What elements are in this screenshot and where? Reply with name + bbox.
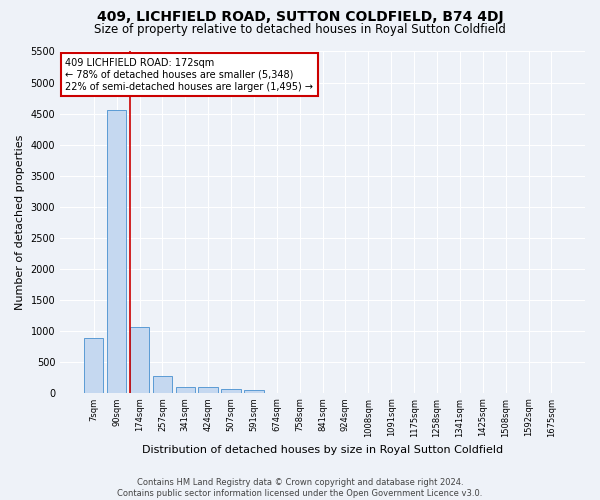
- Bar: [84, 338, 103, 392]
- Bar: [199, 387, 218, 392]
- Bar: [244, 390, 263, 392]
- Bar: [130, 327, 149, 392]
- Bar: [221, 390, 241, 392]
- Y-axis label: Number of detached properties: Number of detached properties: [15, 134, 25, 310]
- Text: Size of property relative to detached houses in Royal Sutton Coldfield: Size of property relative to detached ho…: [94, 22, 506, 36]
- Text: 409 LICHFIELD ROAD: 172sqm
← 78% of detached houses are smaller (5,348)
22% of s: 409 LICHFIELD ROAD: 172sqm ← 78% of deta…: [65, 58, 313, 92]
- Text: Contains HM Land Registry data © Crown copyright and database right 2024.
Contai: Contains HM Land Registry data © Crown c…: [118, 478, 482, 498]
- Bar: [107, 110, 127, 392]
- Text: 409, LICHFIELD ROAD, SUTTON COLDFIELD, B74 4DJ: 409, LICHFIELD ROAD, SUTTON COLDFIELD, B…: [97, 10, 503, 24]
- Bar: [176, 387, 195, 392]
- Bar: [152, 376, 172, 392]
- X-axis label: Distribution of detached houses by size in Royal Sutton Coldfield: Distribution of detached houses by size …: [142, 445, 503, 455]
